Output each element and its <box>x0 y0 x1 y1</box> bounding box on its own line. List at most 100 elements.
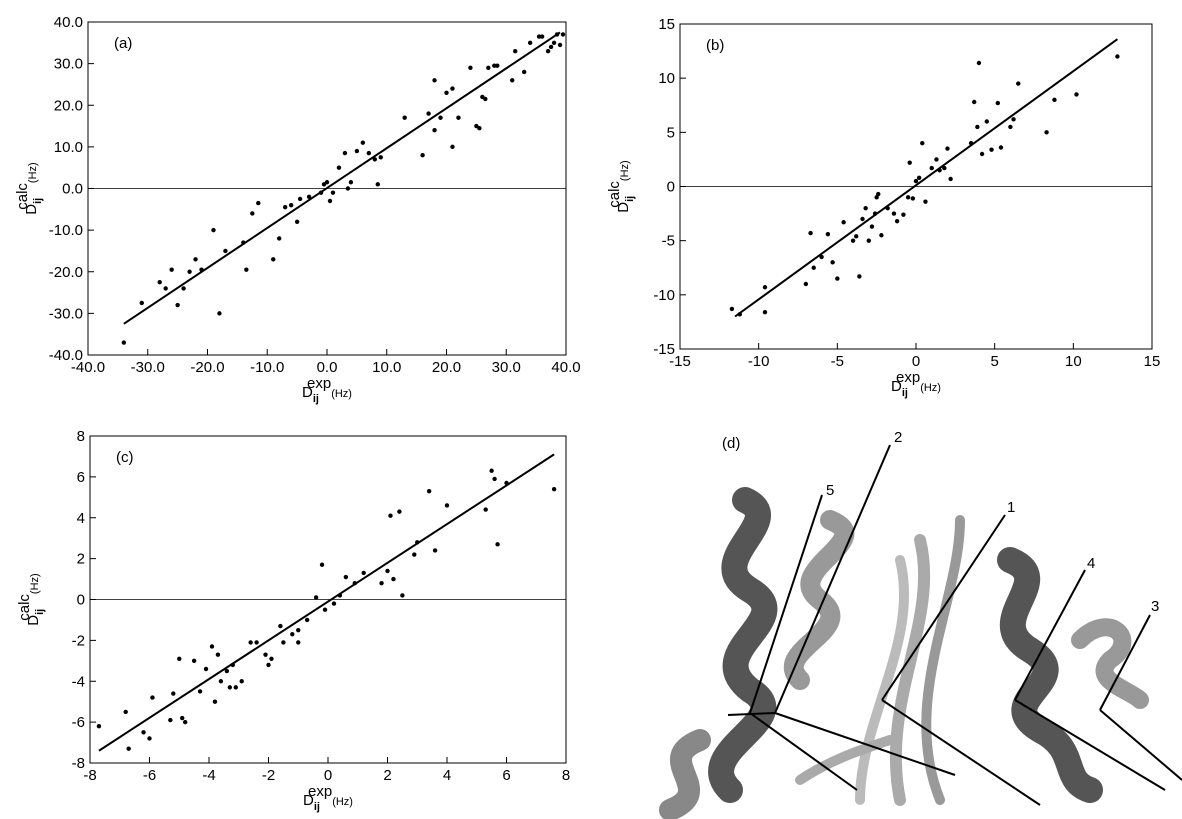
data-point <box>811 265 816 270</box>
data-point <box>233 685 238 690</box>
x-tick-label: 5 <box>990 353 998 370</box>
data-point <box>486 65 491 70</box>
data-point <box>891 211 897 216</box>
x-tick-label: 40.0 <box>551 359 580 376</box>
axis-label-sup: exp <box>896 369 920 386</box>
data-point <box>388 513 393 518</box>
data-point <box>319 562 325 567</box>
x-tick-label: -4 <box>202 767 215 784</box>
data-point <box>916 175 922 181</box>
data-point <box>866 238 871 243</box>
data-point <box>354 148 360 154</box>
y-tick-label: -2 <box>72 632 85 649</box>
data-point <box>415 540 420 545</box>
data-point <box>379 580 384 586</box>
axis-number: 1 <box>1007 499 1015 516</box>
data-point <box>426 111 431 116</box>
x-tick-label: 0 <box>912 353 920 370</box>
data-point <box>288 202 294 208</box>
data-point <box>477 125 482 131</box>
data-point <box>337 593 343 598</box>
helix-ribbon <box>783 510 855 690</box>
data-point <box>551 40 557 46</box>
data-point <box>934 157 939 162</box>
data-point <box>254 640 259 645</box>
data-point <box>876 191 881 197</box>
data-point <box>762 309 768 315</box>
data-point <box>256 200 261 206</box>
fit-line <box>98 453 555 752</box>
data-point <box>330 190 336 195</box>
data-point <box>998 145 1004 150</box>
data-point <box>527 40 533 46</box>
y-tick-label: -8 <box>72 755 85 772</box>
axis-line <box>1099 614 1151 711</box>
data-point <box>163 286 168 291</box>
data-point <box>385 568 390 574</box>
data-point <box>942 165 947 171</box>
axis-label-unit: (Hz) <box>920 382 941 394</box>
data-point <box>150 695 155 700</box>
data-point <box>215 652 221 657</box>
y-tick-label: 0.0 <box>62 181 83 198</box>
data-point <box>894 218 900 224</box>
data-point <box>296 627 301 633</box>
data-point <box>560 32 566 37</box>
axis-label: Dijexp(Hz) <box>302 375 352 405</box>
data-point <box>400 593 405 598</box>
data-point <box>209 644 215 649</box>
axis-label-base: D <box>891 378 902 395</box>
y-tick-label: 0 <box>667 179 675 196</box>
data-point <box>345 186 351 191</box>
x-tick-label: 0 <box>324 767 332 784</box>
x-tick-label: -10.0 <box>250 359 284 376</box>
data-point <box>972 99 977 105</box>
data-point <box>126 746 131 751</box>
x-tick-label: 8 <box>562 767 570 784</box>
data-point <box>885 205 890 211</box>
data-point <box>141 730 146 735</box>
data-point <box>803 281 809 287</box>
data-point <box>910 196 916 201</box>
data-point <box>197 689 203 694</box>
data-point <box>545 48 551 54</box>
data-point <box>168 717 173 723</box>
axis-line <box>774 712 956 776</box>
data-point <box>402 115 407 120</box>
data-point <box>121 340 127 345</box>
data-point <box>468 65 473 70</box>
data-point <box>1008 124 1013 130</box>
data-point <box>483 507 488 512</box>
x-tick-label: 20.0 <box>432 359 461 376</box>
x-tick-label: 0.0 <box>317 359 338 376</box>
data-point <box>850 238 856 243</box>
data-point <box>923 199 928 204</box>
data-point <box>920 140 925 146</box>
data-point <box>96 724 102 729</box>
data-point <box>825 231 831 237</box>
data-point <box>432 548 438 553</box>
data-point <box>830 260 835 265</box>
data-point <box>290 632 295 637</box>
y-tick-label: -40.0 <box>49 347 83 364</box>
data-point <box>521 69 527 75</box>
data-point <box>872 211 878 216</box>
x-tick-label: -20.0 <box>190 359 224 376</box>
helix-ribbon <box>708 487 778 803</box>
data-point <box>277 236 282 241</box>
data-point <box>929 165 934 171</box>
data-point <box>984 119 989 124</box>
data-point <box>819 254 824 260</box>
axis-label: Dijcalc(Hz) <box>14 162 44 214</box>
axis-line <box>1014 569 1086 701</box>
data-point <box>432 128 437 133</box>
panel-label: (a) <box>114 35 132 52</box>
data-point <box>1011 117 1016 122</box>
data-point <box>281 640 286 645</box>
data-point <box>248 640 253 645</box>
y-tick-label: -15 <box>653 341 675 358</box>
data-point <box>217 311 222 316</box>
data-point <box>948 176 953 182</box>
data-point <box>489 468 494 473</box>
